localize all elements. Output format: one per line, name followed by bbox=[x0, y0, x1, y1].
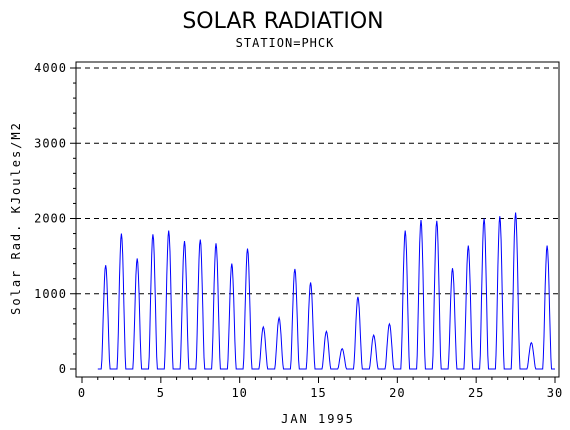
x-tick-label: 5 bbox=[157, 386, 165, 400]
x-tick-label: 20 bbox=[389, 386, 405, 400]
x-tick-label: 10 bbox=[231, 386, 247, 400]
x-tick-label: 0 bbox=[78, 386, 86, 400]
y-tick-label: 4000 bbox=[34, 61, 67, 75]
x-tick-label: 15 bbox=[310, 386, 326, 400]
y-tick-label: 1000 bbox=[34, 287, 67, 301]
series-group bbox=[97, 212, 555, 370]
chart-subtitle: STATION=PHCK bbox=[236, 36, 335, 50]
y-tick-label: 3000 bbox=[34, 136, 67, 150]
x-axis-ticks: 0 5 10 15 20 25 30 bbox=[78, 377, 563, 400]
y-axis-label: Solar Rad. KJoules/M2 bbox=[9, 121, 23, 315]
y-axis-ticks: 0 1000 2000 3000 4000 bbox=[34, 61, 76, 376]
x-axis-label: JAN 1995 bbox=[281, 412, 355, 426]
chart-title: SOLAR RADIATION bbox=[182, 9, 383, 34]
series-line bbox=[97, 212, 555, 370]
grid-lines bbox=[76, 67, 559, 295]
x-tick-label: 30 bbox=[547, 386, 563, 400]
x-tick-label: 25 bbox=[468, 386, 484, 400]
y-tick-label: 0 bbox=[59, 362, 67, 376]
plot-frame bbox=[75, 61, 560, 378]
y-tick-label: 2000 bbox=[34, 212, 67, 226]
